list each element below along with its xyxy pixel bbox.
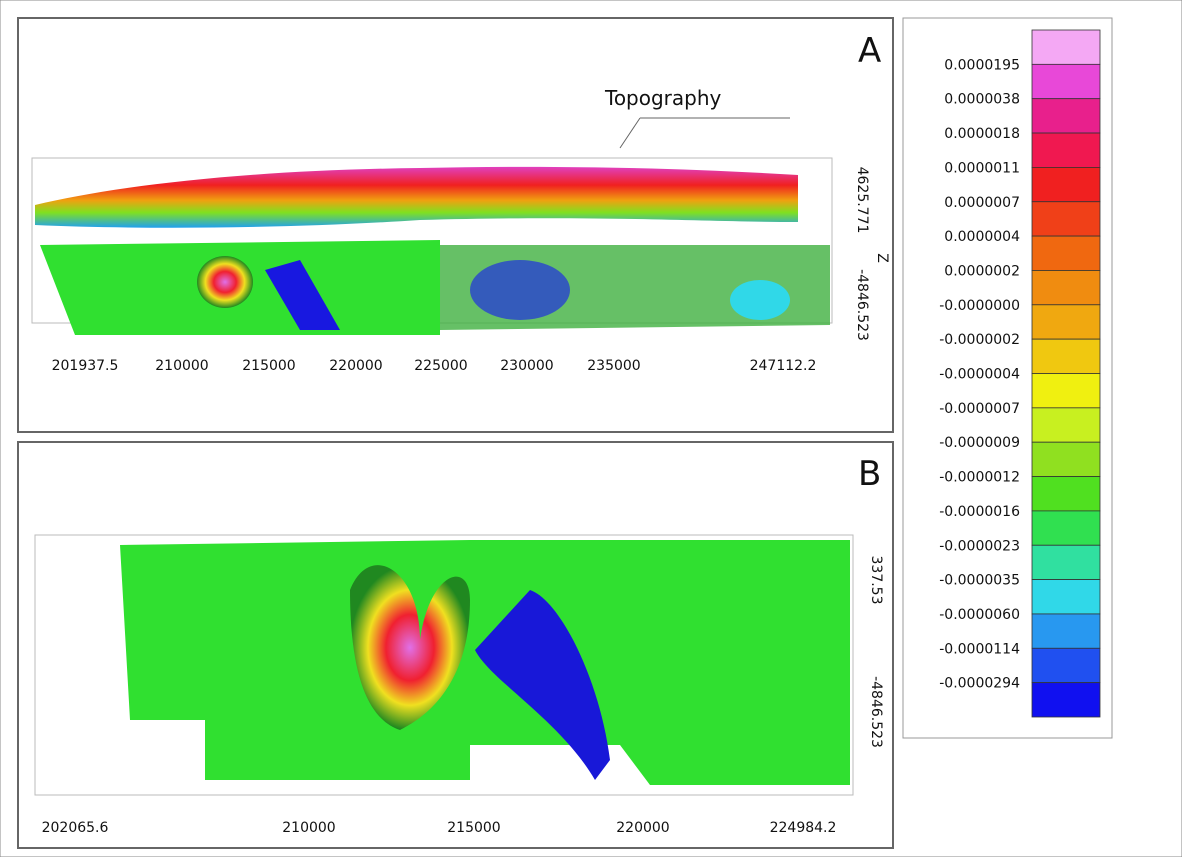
x-label: 220000 — [616, 820, 669, 836]
legend-label: -0.0000004 — [939, 367, 1020, 383]
legend-label: -0.0000294 — [939, 676, 1020, 692]
z-label: -4846.523 — [854, 269, 870, 341]
legend-label: -0.0000000 — [939, 298, 1020, 314]
legend-label: 0.0000002 — [944, 263, 1020, 279]
x-label: 201937.5 — [52, 358, 119, 374]
legend-label: -0.0000114 — [939, 641, 1020, 657]
legend-label: -0.0000009 — [939, 435, 1020, 451]
legend-label: -0.0000012 — [939, 470, 1020, 486]
color-band — [1031, 166, 1101, 203]
color-band — [1031, 373, 1101, 409]
legend-label: -0.0000002 — [939, 332, 1020, 348]
legend-label: 0.0000038 — [944, 92, 1020, 108]
z-axis-title: Z — [874, 253, 890, 263]
color-band — [1031, 647, 1101, 684]
color-band — [1031, 270, 1101, 306]
anomaly-body — [475, 590, 610, 780]
legend-label: -0.0000035 — [939, 573, 1020, 589]
color-band — [1031, 201, 1101, 237]
panel-label: A — [858, 31, 881, 71]
color-band — [1031, 544, 1101, 580]
panel-a: A Topography 201937.5 210000 215000 2200… — [17, 17, 894, 433]
z-label: -4846.523 — [868, 676, 884, 748]
z-label: 337.53 — [868, 556, 884, 605]
anomaly-hot — [350, 565, 470, 730]
color-band — [1031, 613, 1101, 649]
x-label: 210000 — [155, 358, 208, 374]
legend-label: -0.0000060 — [939, 607, 1020, 623]
color-band — [1031, 579, 1101, 615]
x-label: 230000 — [500, 358, 553, 374]
legend-label: 0.0000004 — [944, 229, 1020, 245]
bounding-box — [34, 534, 854, 796]
color-band — [1031, 476, 1101, 512]
color-band — [1031, 235, 1101, 271]
z-label: 4625.771 — [854, 167, 870, 234]
color-band — [1031, 132, 1101, 168]
anomaly-body — [470, 260, 570, 320]
legend-label: 0.0000195 — [944, 57, 1020, 73]
panel-label: B — [858, 454, 881, 494]
anomaly-hot — [197, 256, 253, 308]
color-band — [1031, 407, 1101, 443]
legend-label: 0.0000011 — [944, 160, 1020, 176]
x-label: 215000 — [242, 358, 295, 374]
color-band — [1031, 29, 1101, 65]
legend-label: 0.0000018 — [944, 126, 1020, 142]
anomaly-body — [265, 260, 340, 330]
color-band — [1031, 98, 1101, 134]
x-label: 235000 — [587, 358, 640, 374]
x-label: 220000 — [329, 358, 382, 374]
panel-b: B 202065.6 210000 215000 220000 224984.2… — [17, 441, 894, 849]
x-label: 247112.2 — [750, 358, 817, 374]
leader-line — [619, 117, 641, 149]
color-band — [1031, 63, 1101, 100]
x-label: 225000 — [414, 358, 467, 374]
anomaly-body — [730, 280, 790, 320]
color-band — [1031, 304, 1101, 340]
legend-label: -0.0000023 — [939, 538, 1020, 554]
x-label: 210000 — [282, 820, 335, 836]
topography-surface — [35, 166, 798, 228]
legend-label: -0.0000007 — [939, 401, 1020, 417]
color-band — [1031, 441, 1101, 477]
x-label: 215000 — [447, 820, 500, 836]
legend-label: 0.0000007 — [944, 195, 1020, 211]
legend: 0.0000195 0.0000038 0.0000018 0.0000011 0.00… — [902, 17, 1113, 739]
x-label: 224984.2 — [770, 820, 837, 836]
color-band — [1031, 338, 1101, 374]
color-band — [1031, 510, 1101, 546]
annotation: Topography — [604, 86, 722, 110]
color-band — [1031, 682, 1101, 718]
legend-label: -0.0000016 — [939, 504, 1020, 520]
x-label: 202065.6 — [42, 820, 109, 836]
